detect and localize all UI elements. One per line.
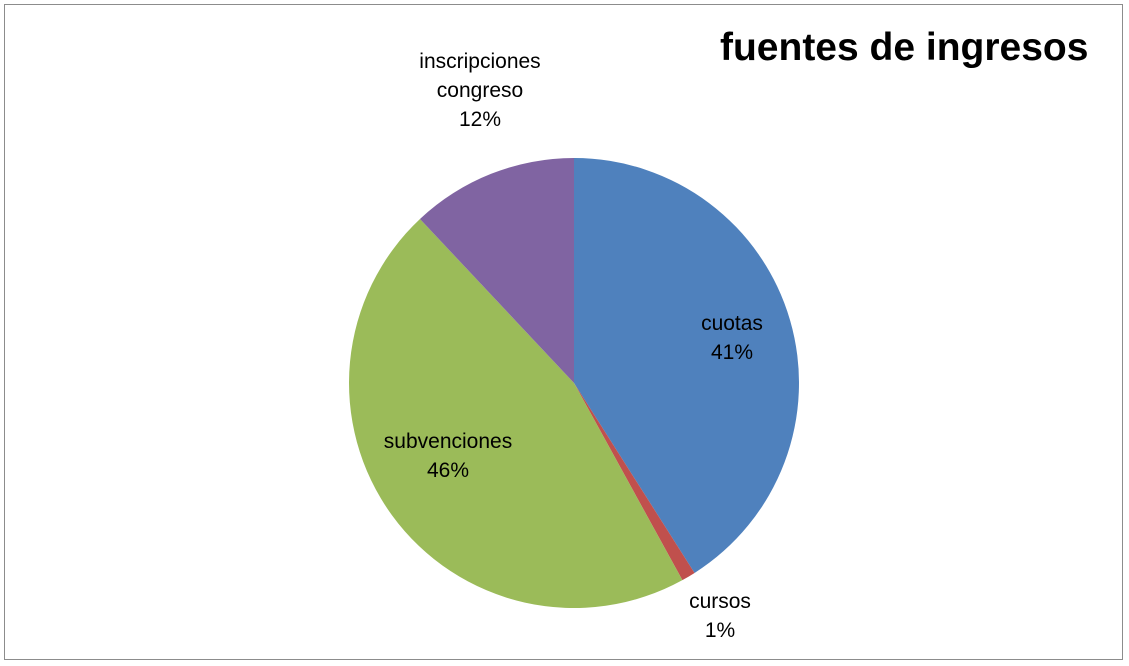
pie-slice-cuotas (574, 158, 799, 573)
chart-title: fuentes de ingresos (720, 26, 1089, 69)
data-label-category: subvenciones (384, 430, 512, 453)
data-label-category: cuotas (701, 312, 763, 335)
data-label-value: 12% (459, 108, 501, 131)
data-label-value: 41% (711, 341, 753, 364)
pie-slice-subvenciones (349, 218, 683, 608)
data-label-category: cursos (689, 590, 751, 613)
data-label-category: congreso (437, 79, 523, 102)
data-label-value: 1% (705, 619, 735, 642)
data-label-category: inscripciones (419, 50, 540, 73)
pie-slice-inscripciones-congreso (419, 158, 574, 383)
data-label-value: 46% (427, 459, 469, 482)
pie-slice-cursos (574, 383, 695, 581)
